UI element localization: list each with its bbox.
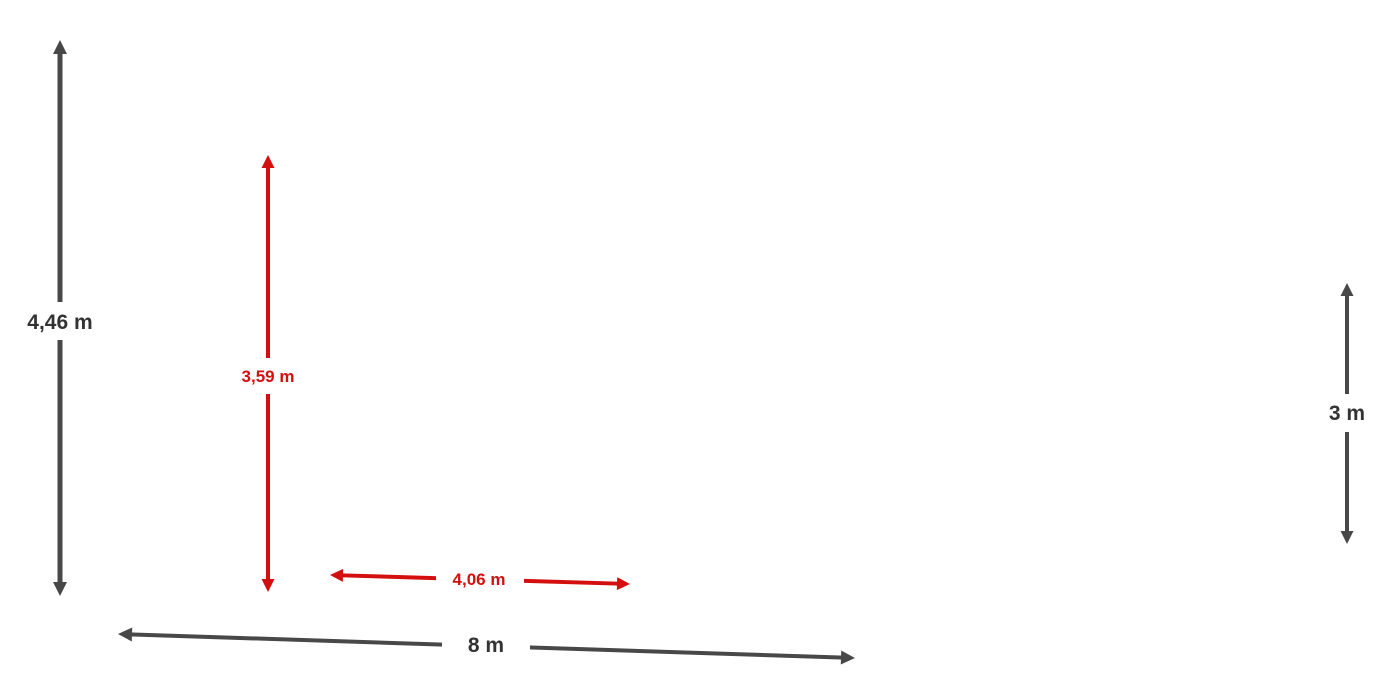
dimension-height-total: 4,46 m: [27, 302, 93, 340]
arrowhead-icon: [1340, 531, 1354, 544]
arrowhead-icon: [261, 579, 275, 592]
arrowhead-icon: [261, 155, 275, 168]
arrowhead-icon: [840, 650, 855, 665]
dimension-label: 3,59 m: [242, 367, 295, 386]
dimension-label: 4,46 m: [27, 311, 92, 334]
dimension-height-right: 3 m: [1320, 394, 1374, 432]
arrowhead-icon: [53, 582, 67, 596]
dimension-width-total: 8 m: [442, 626, 530, 664]
arrowhead-icon: [53, 40, 67, 54]
dimension-label: 3 m: [1329, 402, 1365, 425]
arrowhead-icon: [330, 568, 344, 582]
dimension-label: 8 m: [468, 634, 504, 657]
dimension-height-inner: 3,59 m: [236, 358, 300, 394]
arrowhead-icon: [1340, 283, 1354, 296]
dimension-width-inner: 4,06 m: [436, 562, 524, 596]
arrowhead-icon: [616, 577, 630, 591]
dimension-label: 4,06 m: [453, 570, 506, 589]
arrowhead-icon: [118, 627, 133, 642]
